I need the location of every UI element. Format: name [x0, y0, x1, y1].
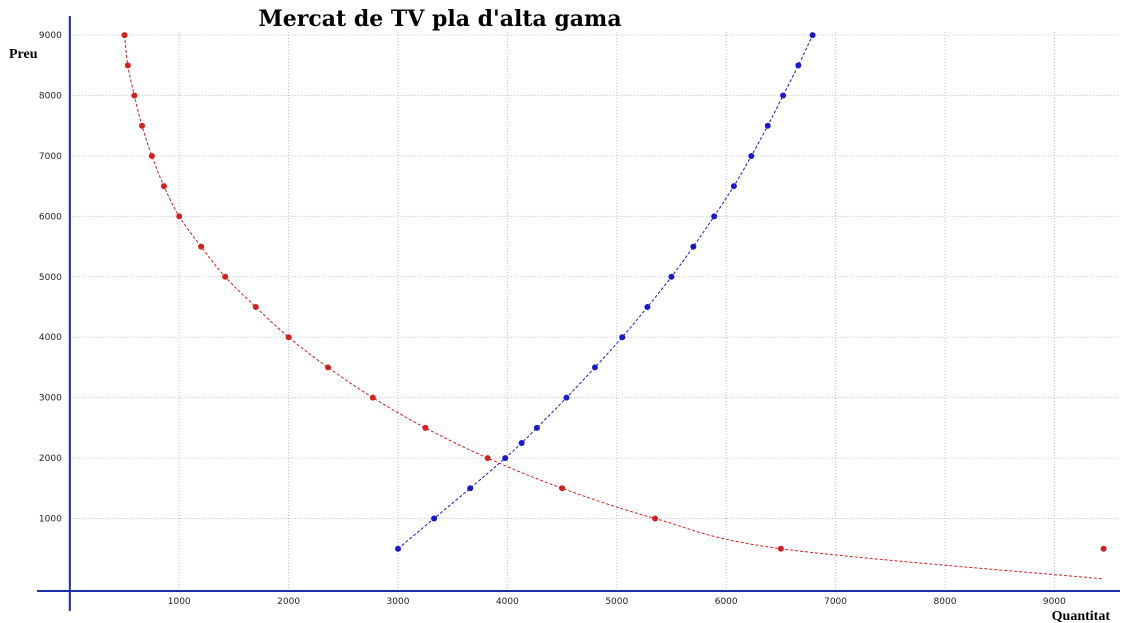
data-point [533, 424, 540, 431]
y-tick-label: 6000 [39, 212, 62, 222]
x-tick-label: 2000 [277, 597, 300, 607]
data-point [124, 62, 131, 69]
x-tick-label: 8000 [934, 597, 957, 607]
series-line-supply [397, 34, 814, 550]
chart-title: Mercat de TV pla d'alta gama [258, 6, 621, 32]
data-point [139, 122, 146, 129]
data-point [711, 213, 718, 220]
y-tick-label: 8000 [39, 92, 62, 102]
series-layer [121, 32, 1107, 580]
data-point [619, 334, 626, 341]
data-point [222, 273, 229, 280]
x-tick-label: 5000 [605, 597, 628, 607]
data-point [563, 394, 570, 401]
data-point [395, 545, 401, 552]
data-point [369, 394, 376, 401]
ticks-layer: 1000 2000 3000 4000 5000 6000 7000 8000 9000 1000… [39, 31, 1066, 607]
series-supply [395, 32, 816, 552]
data-point [764, 122, 771, 129]
data-point [1100, 545, 1107, 552]
y-tick-label: 1000 [39, 514, 62, 524]
y-tick-label: 5000 [39, 273, 62, 283]
data-point [644, 304, 651, 311]
data-point [730, 183, 737, 190]
data-point [467, 485, 474, 492]
x-tick-label: 4000 [496, 597, 519, 607]
data-point [518, 439, 525, 446]
y-tick-label: 9000 [39, 31, 62, 41]
x-tick-label: 1000 [168, 597, 191, 607]
series-line-demand [124, 35, 1104, 580]
data-point [795, 62, 802, 69]
y-tick-label: 2000 [39, 454, 62, 464]
x-tick-label: 9000 [1043, 597, 1066, 607]
data-point [324, 364, 331, 371]
data-point [484, 455, 491, 462]
data-point [690, 243, 697, 250]
data-point [668, 273, 675, 280]
data-point [252, 304, 259, 311]
x-axis-label: Quantitat [1052, 609, 1111, 623]
x-tick-label: 6000 [715, 597, 738, 607]
data-point [591, 364, 598, 371]
y-tick-label: 7000 [39, 152, 62, 162]
data-point [809, 32, 816, 39]
data-point [176, 213, 183, 220]
y-tick-label: 4000 [39, 333, 62, 343]
axes-layer [37, 16, 1120, 611]
data-point [502, 455, 509, 462]
data-point [431, 515, 438, 522]
grid-layer [69, 32, 1120, 591]
data-point [559, 485, 566, 492]
series-demand [121, 32, 1107, 580]
data-point [780, 92, 787, 99]
y-tick-label: 3000 [39, 394, 62, 404]
data-point [422, 424, 429, 431]
data-point [748, 152, 755, 159]
data-point [121, 32, 128, 39]
data-point [777, 545, 784, 552]
data-point [198, 243, 205, 250]
data-point [148, 152, 155, 159]
y-axis-label: Preu [9, 47, 38, 62]
x-tick-label: 7000 [824, 597, 847, 607]
data-point [160, 183, 167, 190]
x-tick-label: 3000 [387, 597, 410, 607]
data-point [131, 92, 138, 99]
data-point [285, 334, 292, 341]
data-point [652, 515, 659, 522]
